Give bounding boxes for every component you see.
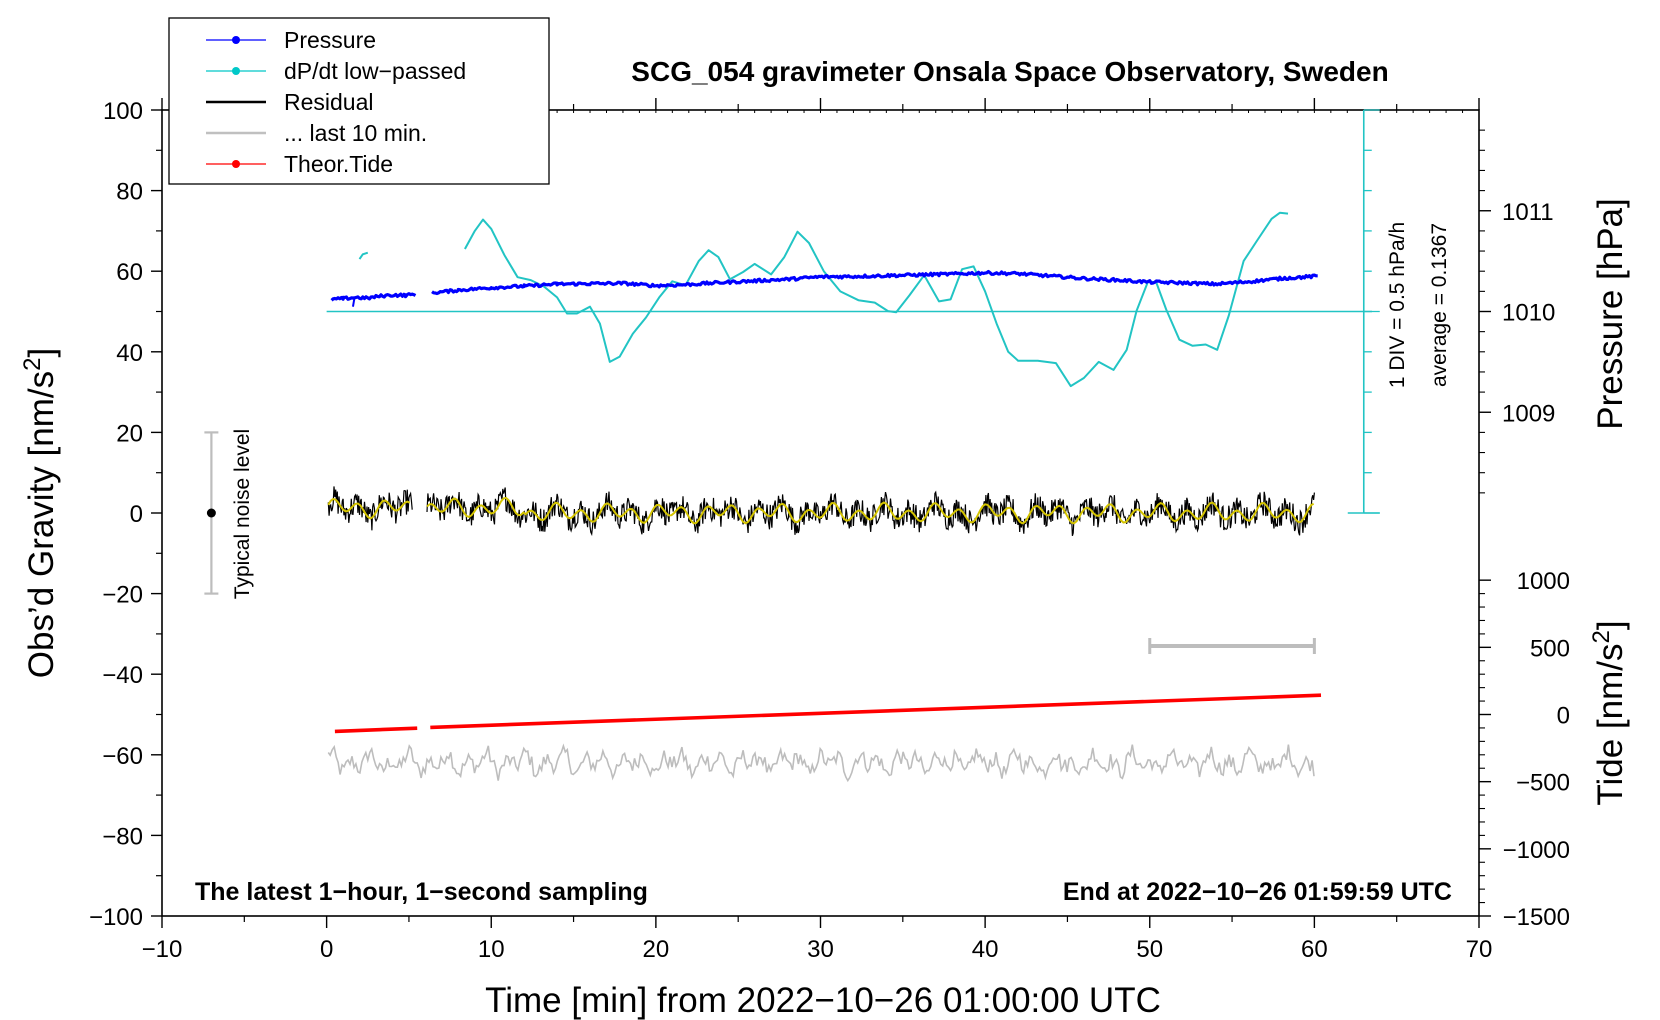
x-tick-label: 60 — [1301, 936, 1328, 963]
residual-trace — [327, 486, 413, 531]
pressure-tick-label: 1009 — [1502, 400, 1555, 427]
tide-tick-label: 0 — [1557, 703, 1570, 730]
tide-tick-label: 1000 — [1517, 568, 1570, 595]
y-tick-label: 40 — [116, 340, 143, 367]
bottom-right-note: End at 2022−10−26 01:59:59 UTC — [1063, 878, 1452, 906]
x-tick-label: 50 — [1136, 936, 1163, 963]
x-tick-label: 70 — [1466, 936, 1493, 963]
legend-marker — [232, 36, 240, 44]
legend: Pressure dP/dt low−passed Residual ... last… — [168, 17, 550, 185]
tide-tick-label: −1000 — [1503, 837, 1570, 864]
legend-label: ... last 10 min. — [284, 120, 427, 146]
legend-label: Pressure — [284, 27, 376, 53]
x-tick-label: 20 — [643, 936, 670, 963]
y-tick-label: 60 — [116, 259, 143, 286]
pressure-tick-labels: 1009 1010 1011 — [1502, 199, 1555, 428]
residual-trace — [426, 487, 1315, 537]
residual-smoothed-trace — [327, 497, 411, 520]
series-layer — [204, 109, 1380, 783]
pressure-tick-label: 1011 — [1502, 199, 1554, 226]
legend-label: dP/dt low−passed — [284, 58, 466, 84]
dpdt-trace — [464, 211, 1289, 388]
legend-marker — [232, 67, 240, 75]
tide-tick-labels: 1000 500 0 −500 −1000 −1500 — [1503, 568, 1570, 931]
tide-tick-label: 500 — [1530, 635, 1570, 662]
y-tick-label: 0 — [130, 501, 143, 528]
noise-level-dot — [206, 508, 216, 518]
dpdt-trace — [358, 251, 369, 260]
legend-label: Residual — [284, 89, 374, 115]
chart-title: SCG_054 gravimeter Onsala Space Observat… — [631, 56, 1388, 87]
bottom-left-note: The latest 1−hour, 1−second sampling — [195, 878, 648, 906]
y-tick-label: −80 — [102, 823, 143, 850]
pressure-trace — [330, 292, 417, 302]
tide-trace — [430, 693, 1322, 730]
tide-trace — [334, 726, 418, 734]
y-tick-label: 100 — [103, 98, 143, 125]
y-tick-label: −40 — [102, 662, 143, 689]
legend-marker — [232, 160, 240, 168]
y-tick-labels: −100 −80 −60 −40 −20 0 20 40 60 80 100 — [89, 98, 143, 931]
y-tick-label: 80 — [116, 179, 143, 206]
x-axis-label: Time [min] from 2022−10−26 01:00:00 UTC — [485, 981, 1161, 1020]
x-tick-label: 40 — [972, 936, 999, 963]
x-tick-label: 0 — [320, 936, 333, 963]
y-axis-label-left: Obs’d Gravity [nm/s2] — [19, 348, 61, 678]
pressure-scale-label: 1 DIV = 0.5 hPa/h — [1386, 222, 1409, 388]
x-tick-label: 30 — [807, 936, 834, 963]
x-tick-label: 10 — [478, 936, 505, 963]
pressure-trace — [431, 269, 1318, 296]
last10-trace — [327, 743, 1315, 783]
x-tick-label: −10 — [142, 936, 183, 963]
x-tick-labels: −10 0 10 20 30 40 50 60 70 — [142, 936, 1493, 963]
pressure-tick-label: 1010 — [1502, 300, 1555, 327]
residual-smoothed-trace — [426, 496, 1315, 525]
y-tick-label: −100 — [89, 904, 143, 931]
legend-label: Theor.Tide — [284, 151, 393, 177]
noise-level-label: Typical noise level — [231, 429, 254, 599]
y-tick-label: 20 — [116, 420, 143, 447]
pressure-average-label: average = 0.1367 — [1428, 223, 1451, 387]
y-tick-label: −20 — [102, 582, 143, 609]
tide-tick-label: −500 — [1516, 770, 1570, 797]
tide-tick-label: −1500 — [1503, 904, 1570, 931]
y-axis-label-pressure: Pressure [hPa] — [1591, 198, 1630, 430]
y-tick-label: −60 — [102, 743, 143, 770]
y-axis-label-tide: Tide [nm/s2] — [1588, 620, 1630, 805]
pressure-spike — [351, 296, 356, 307]
